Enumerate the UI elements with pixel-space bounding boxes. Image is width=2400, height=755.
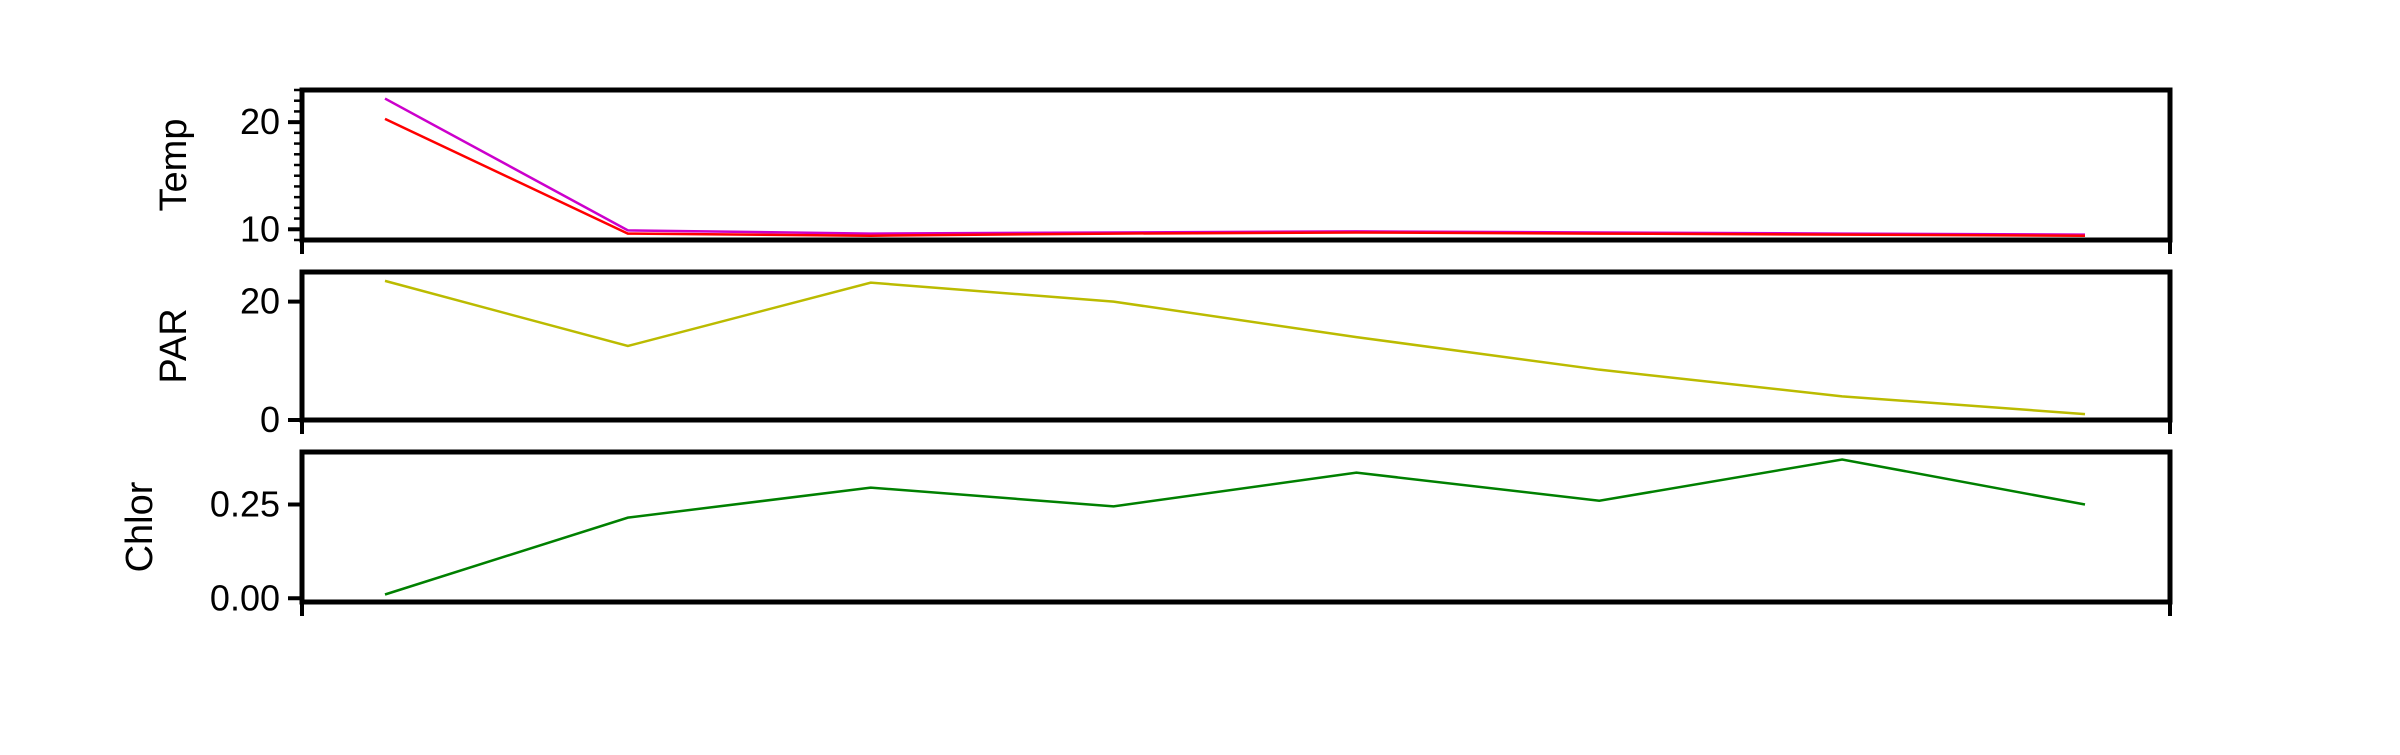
par-series-line-0 bbox=[384, 279, 2086, 416]
par-ytick-label: 0 bbox=[260, 399, 280, 440]
panel-temp: 10 20 Temp bbox=[153, 87, 2173, 254]
par-ytick-label: 20 bbox=[240, 281, 280, 322]
temp-axis-title: Temp bbox=[153, 119, 195, 212]
temp-series-line-1 bbox=[384, 117, 2086, 237]
temp-frame bbox=[299, 87, 2173, 243]
par-frame bbox=[299, 269, 2173, 423]
chlor-axis-title: Chlor bbox=[119, 481, 161, 572]
chlor-frame bbox=[299, 449, 2173, 605]
chlor-ytick-label: 0.00 bbox=[210, 577, 280, 618]
panel-par: 0 20 PAR bbox=[153, 269, 2173, 440]
temp-series-line-0 bbox=[384, 97, 2086, 236]
chlor-ytick-label: 0.25 bbox=[210, 484, 280, 525]
panel-chlor: 0.00 0.25 Chlor bbox=[119, 449, 2173, 618]
temp-ytick-label: 10 bbox=[240, 208, 280, 249]
temp-ytick-label: 20 bbox=[240, 101, 280, 142]
par-axis-title: PAR bbox=[153, 308, 195, 383]
chlor-series-line-0 bbox=[384, 458, 2086, 596]
